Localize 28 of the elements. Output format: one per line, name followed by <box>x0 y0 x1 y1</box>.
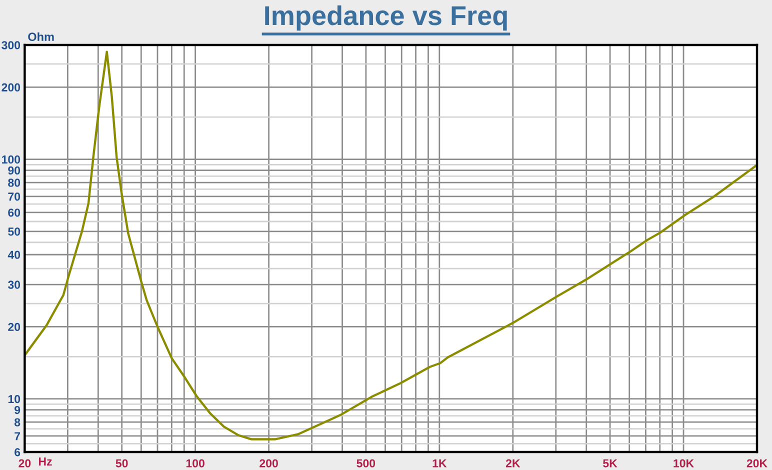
x-tick-label: 500 <box>356 459 376 468</box>
y-tick-label: 9 <box>14 406 20 414</box>
y-tick-label: 60 <box>8 208 20 217</box>
y-tick-label: 50 <box>8 228 20 236</box>
y-tick-label: 6 <box>14 448 20 456</box>
y-tick-label: 200 <box>2 83 20 92</box>
x-tick-label: 100 <box>186 459 204 468</box>
y-tick-label: 80 <box>8 178 20 187</box>
chart-title: Impedance vs Freq <box>265 5 507 31</box>
x-tick-label: 5K <box>603 459 618 468</box>
x-tick-label: 10K <box>674 459 694 468</box>
x-tick-label: 1K <box>432 459 447 468</box>
y-tick-label: 40 <box>8 250 20 259</box>
x-axis-title: Hz <box>38 458 52 466</box>
x-tick-label: 20K <box>746 459 768 468</box>
y-tick-label: 90 <box>8 166 20 175</box>
y-tick-label: 20 <box>8 322 20 332</box>
y-tick-label: 10 <box>8 394 20 404</box>
x-tick-label: 50 <box>116 459 128 468</box>
y-tick-label: 8 <box>14 418 20 426</box>
y-tick-label: 300 <box>2 41 20 50</box>
y-axis-title: Ohm <box>28 32 54 42</box>
y-tick-label: 7 <box>14 432 20 440</box>
y-tick-label: 70 <box>8 192 20 201</box>
y-tick-label: 100 <box>2 155 20 164</box>
x-tick-label: 2K <box>506 459 520 468</box>
y-tick-label: 30 <box>8 280 20 289</box>
x-tick-label: 200 <box>260 459 278 468</box>
